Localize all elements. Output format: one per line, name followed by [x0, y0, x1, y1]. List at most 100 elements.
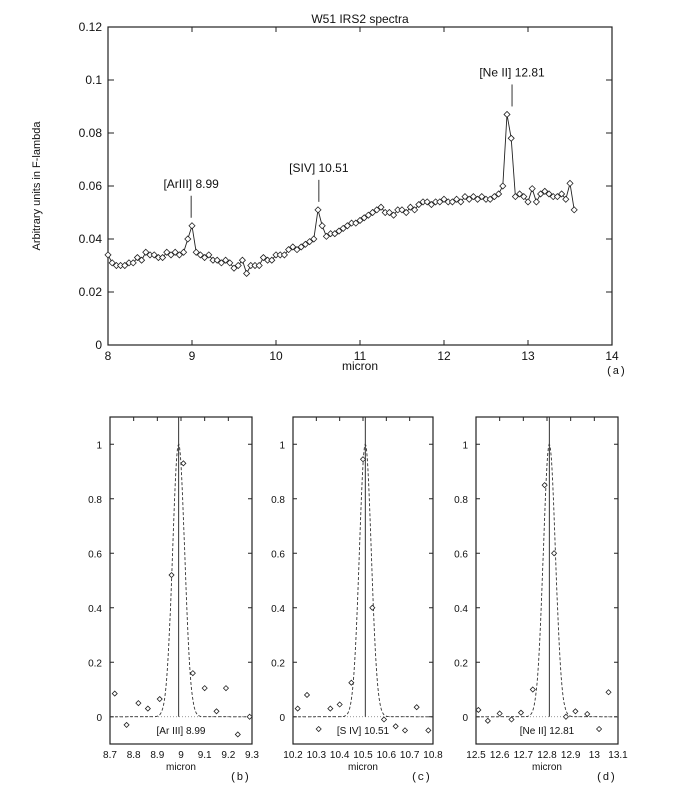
data-point-marker [189, 670, 196, 677]
data-point-marker [402, 208, 410, 217]
data-point-marker [315, 725, 322, 733]
y-tick-label: 0.02 [79, 285, 103, 299]
data-point-marker [310, 235, 318, 243]
x-axis-a: 8 9 10 11 12 13 14 [105, 27, 619, 363]
data-point-marker [390, 211, 398, 219]
x-tick-label: 11 [354, 349, 367, 363]
panel-d-ne-ii: 0 0.2 0.4 0.6 0.8 1 12.5 12.6 12.7 12.8 12.9 13 13.1… [454, 416, 628, 784]
line-annotation: [ArIII] 8.99 [163, 177, 219, 191]
data-point-marker [541, 187, 549, 195]
x-tick-label: 10.3 [307, 750, 327, 761]
data-point-marker [553, 193, 561, 201]
data-point-marker [318, 222, 326, 230]
data-point-marker [392, 723, 399, 730]
data-point-marker [360, 214, 368, 222]
data-point-marker [180, 460, 187, 467]
data-point-marker [359, 456, 367, 463]
data-point-marker [520, 193, 528, 201]
data-point-marker [507, 134, 515, 142]
x-tick-label: 10.2 [283, 750, 303, 761]
y-tick-label: 0.4 [271, 604, 285, 615]
data-point-marker [484, 717, 491, 724]
data-point-marker [121, 261, 129, 270]
chart-title: W51 IRS2 spectra [311, 12, 409, 26]
data-point-marker [213, 708, 220, 715]
y-tick-label: 0.8 [271, 495, 285, 506]
data-point-marker [486, 195, 494, 203]
data-point-marker [226, 259, 234, 267]
data-point-marker [348, 679, 355, 686]
data-point-marker [352, 219, 360, 227]
y-axis-a: 0 0.02 0.04 0.06 0.08 0.1 0.12 [79, 20, 612, 352]
data-point-marker [415, 200, 423, 209]
x-tick-label: 9.2 [221, 750, 235, 761]
data-point-marker [280, 251, 288, 259]
data-point-marker [336, 701, 343, 708]
data-point-marker [150, 251, 158, 259]
x-tick-label: 9 [178, 750, 184, 761]
data-point-marker [343, 222, 351, 230]
data-point-marker [511, 193, 519, 201]
data-point-marker [327, 705, 334, 712]
panel-b-ar-iii: 0 0.2 0.4 0.6 0.8 1 8.7 8.8 8.9 9 9.1 9.2 9.3 [Ar III… [88, 416, 259, 784]
y-tick-label: 1 [96, 440, 102, 451]
x-tick-label: 14 [605, 349, 619, 363]
panel-label-a: (a) [606, 366, 626, 378]
data-point-marker [570, 206, 578, 214]
data-point-marker [528, 185, 536, 193]
data-point-marker [423, 198, 431, 206]
data-point-marker [469, 193, 477, 201]
data-point-marker [159, 253, 167, 262]
x-tick-label: 12.8 [537, 750, 557, 761]
data-point-marker [243, 269, 251, 278]
panel-c-s-iv: 0 0.2 0.4 0.6 0.8 1 10.2 10.3 10.4 10.5 10.6 10.7 10… [271, 416, 443, 784]
x-tick-label: 12.6 [490, 750, 510, 761]
x-tick-label: 12.7 [514, 750, 534, 761]
data-point-marker [230, 264, 238, 272]
data-point-marker [294, 705, 301, 712]
data-point-marker [369, 208, 377, 217]
data-point-marker [129, 259, 137, 267]
data-point-marker [413, 704, 420, 711]
data-point-marker [196, 251, 204, 259]
data-point-marker [234, 261, 242, 270]
x-tick-label: 10 [269, 349, 283, 363]
data-point-marker [111, 690, 118, 697]
data-point-marker [201, 253, 209, 262]
y-tick-label: 0.4 [454, 604, 468, 615]
data-point-marker [406, 203, 414, 211]
x-tick-label: 8.8 [127, 750, 141, 761]
data-point-marker [496, 710, 503, 717]
data-point-marker [138, 256, 146, 264]
line-label: [S IV] 10.51 [337, 726, 390, 737]
data-point-marker [289, 243, 297, 251]
data-point-marker [475, 706, 482, 714]
y-tick-label: 0.12 [79, 20, 103, 34]
data-point-marker [339, 224, 347, 232]
data-point-marker [268, 256, 276, 264]
data-point-marker [545, 190, 553, 198]
line-annotations: [ArIII] 8.99 [SIV] 10.51 [Ne II] 12.81 [163, 65, 545, 218]
data-point-marker [541, 482, 548, 489]
data-point-marker [562, 195, 570, 203]
data-point-marker [398, 206, 406, 214]
panel-label: (d) [596, 772, 616, 784]
x-tick-label: 13.1 [608, 750, 628, 761]
x-tick-label: 10.6 [377, 750, 397, 761]
plot-frame [292, 416, 434, 745]
data-point-marker [163, 248, 171, 256]
x-tick-label: 10.8 [423, 750, 443, 761]
y-tick-label: 0.8 [454, 495, 468, 506]
data-point-marker [377, 203, 385, 211]
y-tick-label: 0.2 [271, 658, 285, 669]
gaussian-fit-curve [293, 443, 433, 718]
line-label: [Ne II] 12.81 [520, 726, 575, 737]
plot-frame [475, 416, 619, 745]
data-point-marker [495, 190, 503, 198]
data-point-marker [478, 193, 486, 201]
data-point-marker [135, 700, 142, 707]
x-tick-label: 10.4 [330, 750, 350, 761]
data-point-marker [461, 193, 469, 201]
data-point-marker [401, 727, 409, 734]
data-point-marker [205, 251, 213, 259]
